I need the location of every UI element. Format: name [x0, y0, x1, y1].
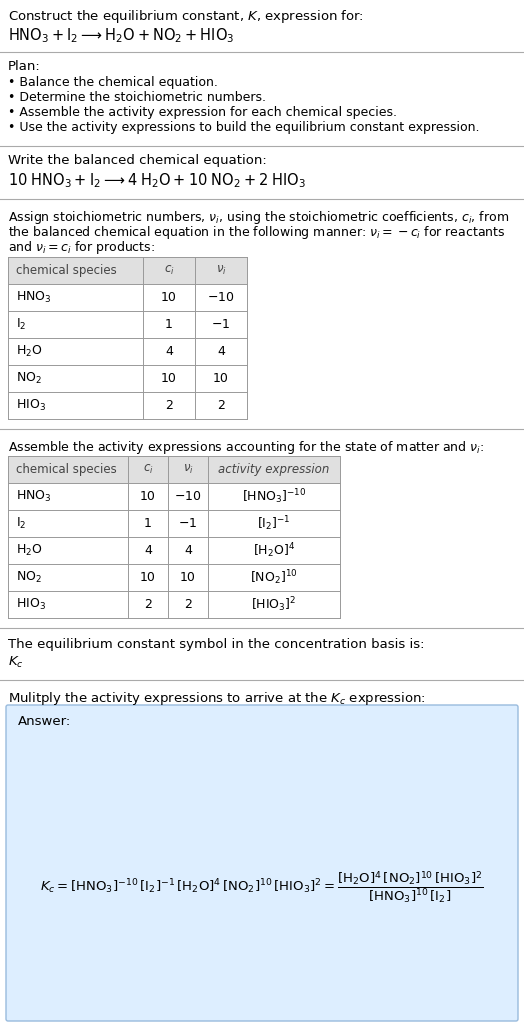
Text: activity expression: activity expression [219, 463, 330, 476]
Text: the balanced chemical equation in the following manner: $\nu_i = -c_i$ for react: the balanced chemical equation in the fo… [8, 224, 506, 241]
Bar [8, 284, 247, 311]
Text: $10\;\mathrm{HNO_3 + I_2 \longrightarrow 4\;H_2O + 10\;NO_2 + 2\;HIO_3}$: $10\;\mathrm{HNO_3 + I_2 \longrightarrow… [8, 171, 306, 190]
Text: 4: 4 [165, 345, 173, 358]
Text: • Balance the chemical equation.: • Balance the chemical equation. [8, 76, 218, 89]
Text: 10: 10 [161, 372, 177, 385]
Text: 10: 10 [213, 372, 229, 385]
Text: 10: 10 [140, 490, 156, 503]
Bar [8, 591, 340, 618]
Text: $c_i$: $c_i$ [143, 463, 154, 476]
Text: 1: 1 [165, 318, 173, 331]
Bar [8, 365, 247, 392]
Text: $\nu_i$: $\nu_i$ [182, 463, 193, 476]
Text: 10: 10 [180, 571, 196, 584]
Text: $K_c$: $K_c$ [8, 655, 24, 670]
Text: Answer:: Answer: [18, 715, 71, 728]
Text: $\mathrm{I_2}$: $\mathrm{I_2}$ [16, 317, 26, 332]
Bar [8, 338, 247, 365]
Text: 2: 2 [184, 598, 192, 611]
Text: $[\mathrm{HNO_3}]^{-10}$: $[\mathrm{HNO_3}]^{-10}$ [242, 487, 306, 506]
Text: $\mathrm{I_2}$: $\mathrm{I_2}$ [16, 516, 26, 531]
Text: $\mathrm{HIO_3}$: $\mathrm{HIO_3}$ [16, 597, 46, 612]
Text: $[\mathrm{H_2O}]^{4}$: $[\mathrm{H_2O}]^{4}$ [253, 541, 295, 560]
Text: $\nu_i$: $\nu_i$ [215, 264, 226, 277]
Text: $[\mathrm{HIO_3}]^{2}$: $[\mathrm{HIO_3}]^{2}$ [252, 596, 297, 614]
Text: $\mathrm{NO_2}$: $\mathrm{NO_2}$ [16, 371, 42, 386]
Bar [8, 456, 340, 483]
Bar [8, 392, 247, 419]
Text: and $\nu_i = c_i$ for products:: and $\nu_i = c_i$ for products: [8, 239, 155, 256]
FancyBboxPatch shape [6, 705, 518, 1021]
Text: $c_i$: $c_i$ [163, 264, 174, 277]
Text: Assign stoichiometric numbers, $\nu_i$, using the stoichiometric coefficients, $: Assign stoichiometric numbers, $\nu_i$, … [8, 209, 509, 226]
Bar [8, 510, 340, 537]
Text: $-1$: $-1$ [211, 318, 231, 331]
Text: 4: 4 [184, 544, 192, 557]
Text: chemical species: chemical species [16, 463, 117, 476]
Text: • Use the activity expressions to build the equilibrium constant expression.: • Use the activity expressions to build … [8, 121, 479, 134]
Text: $[\mathrm{NO_2}]^{10}$: $[\mathrm{NO_2}]^{10}$ [250, 568, 298, 587]
Bar [8, 311, 247, 338]
Text: $\mathrm{HNO_3 + I_2 \longrightarrow H_2O + NO_2 + HIO_3}$: $\mathrm{HNO_3 + I_2 \longrightarrow H_2… [8, 26, 234, 45]
Text: Assemble the activity expressions accounting for the state of matter and $\nu_i$: Assemble the activity expressions accoun… [8, 439, 484, 456]
Text: $K_c = [\mathrm{HNO_3}]^{-10}\,[\mathrm{I_2}]^{-1}\,[\mathrm{H_2O}]^{4}\,[\mathr: $K_c = [\mathrm{HNO_3}]^{-10}\,[\mathrm{… [40, 870, 484, 906]
Text: The equilibrium constant symbol in the concentration basis is:: The equilibrium constant symbol in the c… [8, 638, 424, 651]
Text: 2: 2 [144, 598, 152, 611]
Text: $[\mathrm{I_2}]^{-1}$: $[\mathrm{I_2}]^{-1}$ [257, 515, 291, 533]
Text: 4: 4 [144, 544, 152, 557]
Text: $\mathrm{NO_2}$: $\mathrm{NO_2}$ [16, 570, 42, 585]
Text: $\mathrm{HNO_3}$: $\mathrm{HNO_3}$ [16, 489, 51, 504]
Bar [8, 537, 340, 564]
Text: Write the balanced chemical equation:: Write the balanced chemical equation: [8, 154, 267, 167]
Text: 2: 2 [165, 399, 173, 412]
Text: $\mathrm{HNO_3}$: $\mathrm{HNO_3}$ [16, 290, 51, 305]
Text: $-10$: $-10$ [174, 490, 202, 503]
Bar [8, 483, 340, 510]
Bar [8, 257, 247, 284]
Text: $-1$: $-1$ [178, 517, 198, 530]
Text: 1: 1 [144, 517, 152, 530]
Text: • Assemble the activity expression for each chemical species.: • Assemble the activity expression for e… [8, 106, 397, 119]
Text: 10: 10 [140, 571, 156, 584]
Bar [8, 564, 340, 591]
Text: 4: 4 [217, 345, 225, 358]
Text: Mulitply the activity expressions to arrive at the $K_c$ expression:: Mulitply the activity expressions to arr… [8, 690, 426, 707]
Text: $\mathrm{H_2O}$: $\mathrm{H_2O}$ [16, 344, 42, 359]
Text: $\mathrm{HIO_3}$: $\mathrm{HIO_3}$ [16, 398, 46, 413]
Text: $\mathrm{H_2O}$: $\mathrm{H_2O}$ [16, 543, 42, 558]
Text: chemical species: chemical species [16, 264, 117, 277]
Text: 10: 10 [161, 291, 177, 304]
Text: • Determine the stoichiometric numbers.: • Determine the stoichiometric numbers. [8, 91, 266, 104]
Text: Construct the equilibrium constant, $K$, expression for:: Construct the equilibrium constant, $K$,… [8, 8, 364, 25]
Text: Plan:: Plan: [8, 60, 41, 73]
Text: 2: 2 [217, 399, 225, 412]
Text: $-10$: $-10$ [207, 291, 235, 304]
